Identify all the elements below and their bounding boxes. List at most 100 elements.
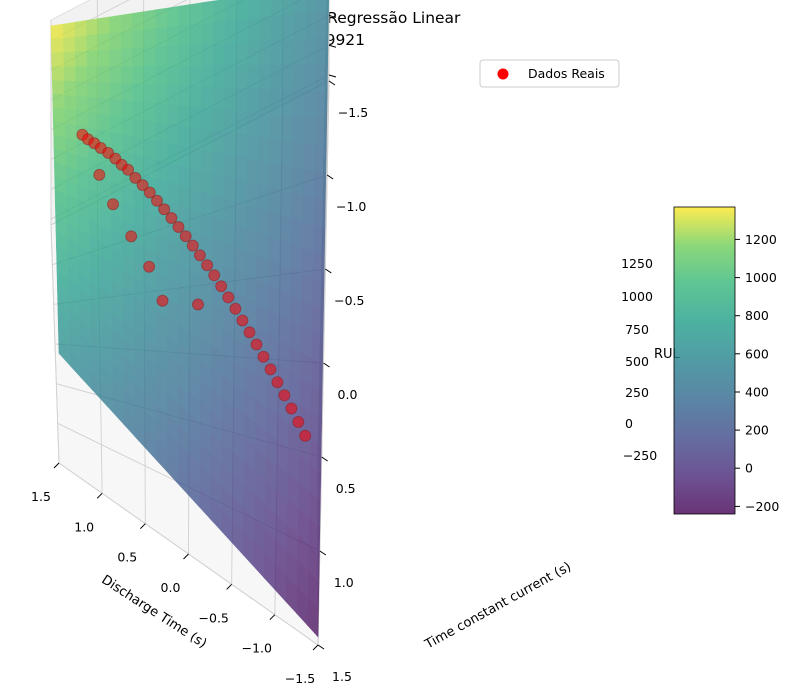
surface-patch — [131, 47, 145, 67]
surface-patch — [178, 65, 191, 87]
surface-patch — [132, 83, 145, 103]
y-tick — [326, 174, 334, 180]
scatter-point — [136, 179, 149, 192]
colorbar-tick-label: 600 — [745, 346, 769, 361]
surface-patch — [311, 277, 325, 311]
surface-patch — [235, 0, 249, 21]
surface-patch — [155, 84, 168, 106]
surface-patch — [143, 47, 156, 67]
surface-patch — [280, 89, 294, 117]
surface-patch — [269, 39, 283, 66]
tick-label: −1.0 — [336, 199, 366, 214]
surface-patch — [166, 123, 179, 146]
surface-patch — [301, 221, 314, 253]
surface-patch — [212, 65, 225, 89]
surface-patch — [315, 64, 328, 93]
surface-patch — [120, 65, 133, 85]
surface-patch — [98, 113, 111, 133]
surface-patch — [223, 87, 236, 112]
surface-patch — [303, 64, 317, 93]
surface-patch — [155, 159, 168, 183]
surface-patch — [279, 164, 293, 194]
colorbar-tick-label: 400 — [745, 385, 769, 400]
surface-patch — [291, 166, 304, 196]
surface-patch — [305, 0, 318, 14]
surface-patch — [120, 117, 134, 138]
surface-patch — [74, 50, 87, 68]
surface-patch — [316, 10, 329, 39]
surface-patch — [52, 107, 66, 124]
surface-patch — [316, 0, 329, 13]
surface-patch — [97, 98, 111, 117]
scatter-point — [172, 221, 185, 233]
surface-patch — [132, 101, 145, 122]
surface-patch — [246, 65, 260, 90]
surface-patch — [267, 211, 281, 241]
surface-patch — [281, 13, 295, 41]
surface-patch — [235, 65, 248, 90]
surface-patch — [301, 195, 315, 226]
tick-label: 0.0 — [161, 580, 181, 595]
tick-label: −1.5 — [285, 671, 315, 686]
surface-patch — [51, 52, 64, 68]
regression-surface — [50, 0, 329, 638]
tick-label: 0.0 — [338, 387, 358, 402]
surface-patch — [143, 102, 156, 123]
colorbar-ticks: −200 0 200 400 600 800 1000 1200 — [735, 232, 779, 514]
surface-patch — [269, 65, 283, 91]
colorbar-tick-label: 0 — [745, 461, 753, 476]
surface-patch — [247, 0, 260, 20]
surface-patch — [74, 66, 88, 83]
surface-patch — [177, 105, 191, 128]
surface-patch — [247, 17, 260, 43]
surface-patch — [178, 4, 191, 27]
surface-patch — [143, 138, 156, 161]
surface-patch — [154, 46, 168, 67]
surface-patch — [200, 65, 214, 88]
surface-patch — [132, 65, 145, 85]
scatter-point — [122, 163, 135, 176]
surface-patch — [245, 181, 258, 209]
surface-patch — [245, 204, 258, 233]
tick-label: 1.0 — [74, 519, 94, 534]
surface-patch — [97, 82, 111, 100]
surface-patch — [86, 96, 99, 115]
surface-patch — [189, 147, 202, 172]
surface-patch — [189, 106, 202, 130]
surface-patch — [200, 86, 214, 110]
scatter-point — [158, 203, 171, 216]
scatter-point — [143, 186, 156, 199]
scatter-point — [179, 230, 192, 243]
surface-patch — [86, 81, 99, 99]
tick-label: −1.5 — [338, 105, 368, 120]
surface-patch — [233, 224, 246, 253]
x-tick — [183, 553, 189, 560]
surface-patch — [302, 143, 316, 173]
surface-patch — [279, 214, 292, 245]
colorbar: −200 0 200 400 600 800 1000 1200 — [673, 206, 779, 515]
surface-patch — [258, 40, 271, 66]
surface-patch — [189, 188, 202, 214]
surface-patch — [278, 239, 292, 270]
surface-patch — [200, 191, 213, 218]
surface-patch — [314, 144, 327, 175]
surface-patch — [201, 0, 214, 25]
surface-patch — [293, 0, 306, 15]
scatter-point — [107, 198, 119, 211]
tick-label: −1.0 — [242, 641, 272, 656]
surface-patch — [212, 43, 225, 67]
surface-patch — [120, 30, 133, 50]
colorbar-tick-label: 800 — [745, 308, 769, 323]
surface-patch — [143, 9, 156, 31]
surface-patch — [58, 338, 71, 366]
z-tick — [328, 14, 337, 18]
surface-patch — [108, 49, 122, 67]
legend: Dados Reais — [479, 59, 620, 88]
surface-patch — [212, 21, 225, 45]
surface-patch — [234, 133, 247, 159]
surface-patch — [177, 145, 190, 169]
surface-patch — [51, 66, 65, 82]
scatter-point — [201, 259, 214, 272]
surface-patch — [96, 16, 110, 36]
